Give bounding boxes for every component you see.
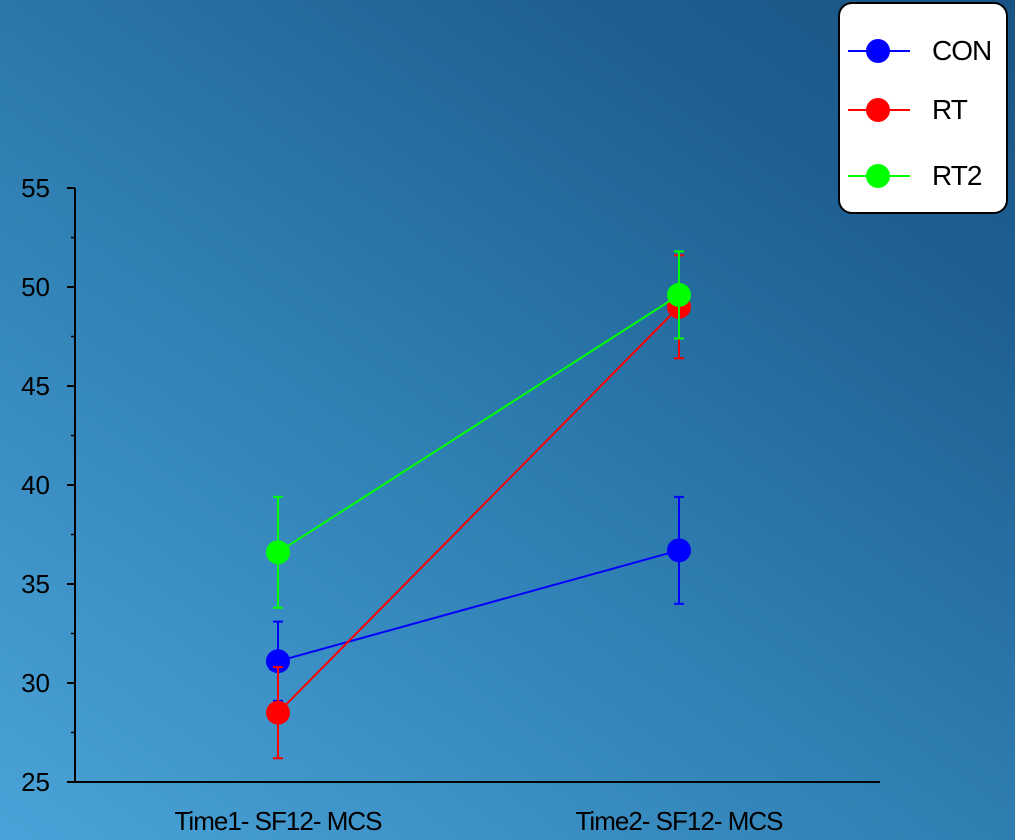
- data-point: [667, 538, 691, 563]
- legend-item-rt: RT: [840, 90, 1008, 130]
- series-con: [266, 495, 691, 702]
- legend-marker-con: [866, 39, 890, 63]
- y-tick-label: 45: [21, 371, 50, 401]
- legend: CON RT RT2: [838, 2, 1008, 214]
- x-category-label: Time1- SF12- MCS: [175, 806, 383, 836]
- y-tick-label: 25: [21, 767, 50, 797]
- series-line: [277, 549, 680, 663]
- plot-area: [266, 250, 691, 760]
- y-tick-label: 55: [21, 173, 50, 203]
- y-tick-label: 30: [21, 668, 50, 698]
- legend-item-rt2: RT2: [840, 156, 1008, 196]
- legend-marker-rt2: [866, 164, 890, 188]
- data-point: [266, 540, 290, 565]
- data-point: [266, 700, 290, 725]
- y-tick-label: 35: [21, 569, 50, 599]
- legend-item-con: CON: [840, 31, 1008, 71]
- data-point: [266, 649, 290, 674]
- series-line: [277, 306, 680, 714]
- y-tick-label: 50: [21, 272, 50, 302]
- x-axis-categories: Time1- SF12- MCS Time2- SF12- MCS: [175, 806, 785, 836]
- axes: [74, 188, 880, 783]
- legend-label-rt2: RT2: [932, 160, 982, 191]
- legend-label-rt: RT: [932, 94, 968, 125]
- y-tick-label: 40: [21, 470, 50, 500]
- x-category-label: Time2- SF12- MCS: [576, 806, 784, 836]
- series-rt: [266, 254, 691, 760]
- data-point: [667, 282, 691, 307]
- y-axis-ticks: 25 30 35 40 45 50 55: [21, 173, 75, 797]
- legend-marker-rt: [866, 98, 890, 122]
- legend-label-con: CON: [932, 35, 992, 66]
- series-line: [277, 294, 680, 554]
- series-rt2: [266, 250, 691, 609]
